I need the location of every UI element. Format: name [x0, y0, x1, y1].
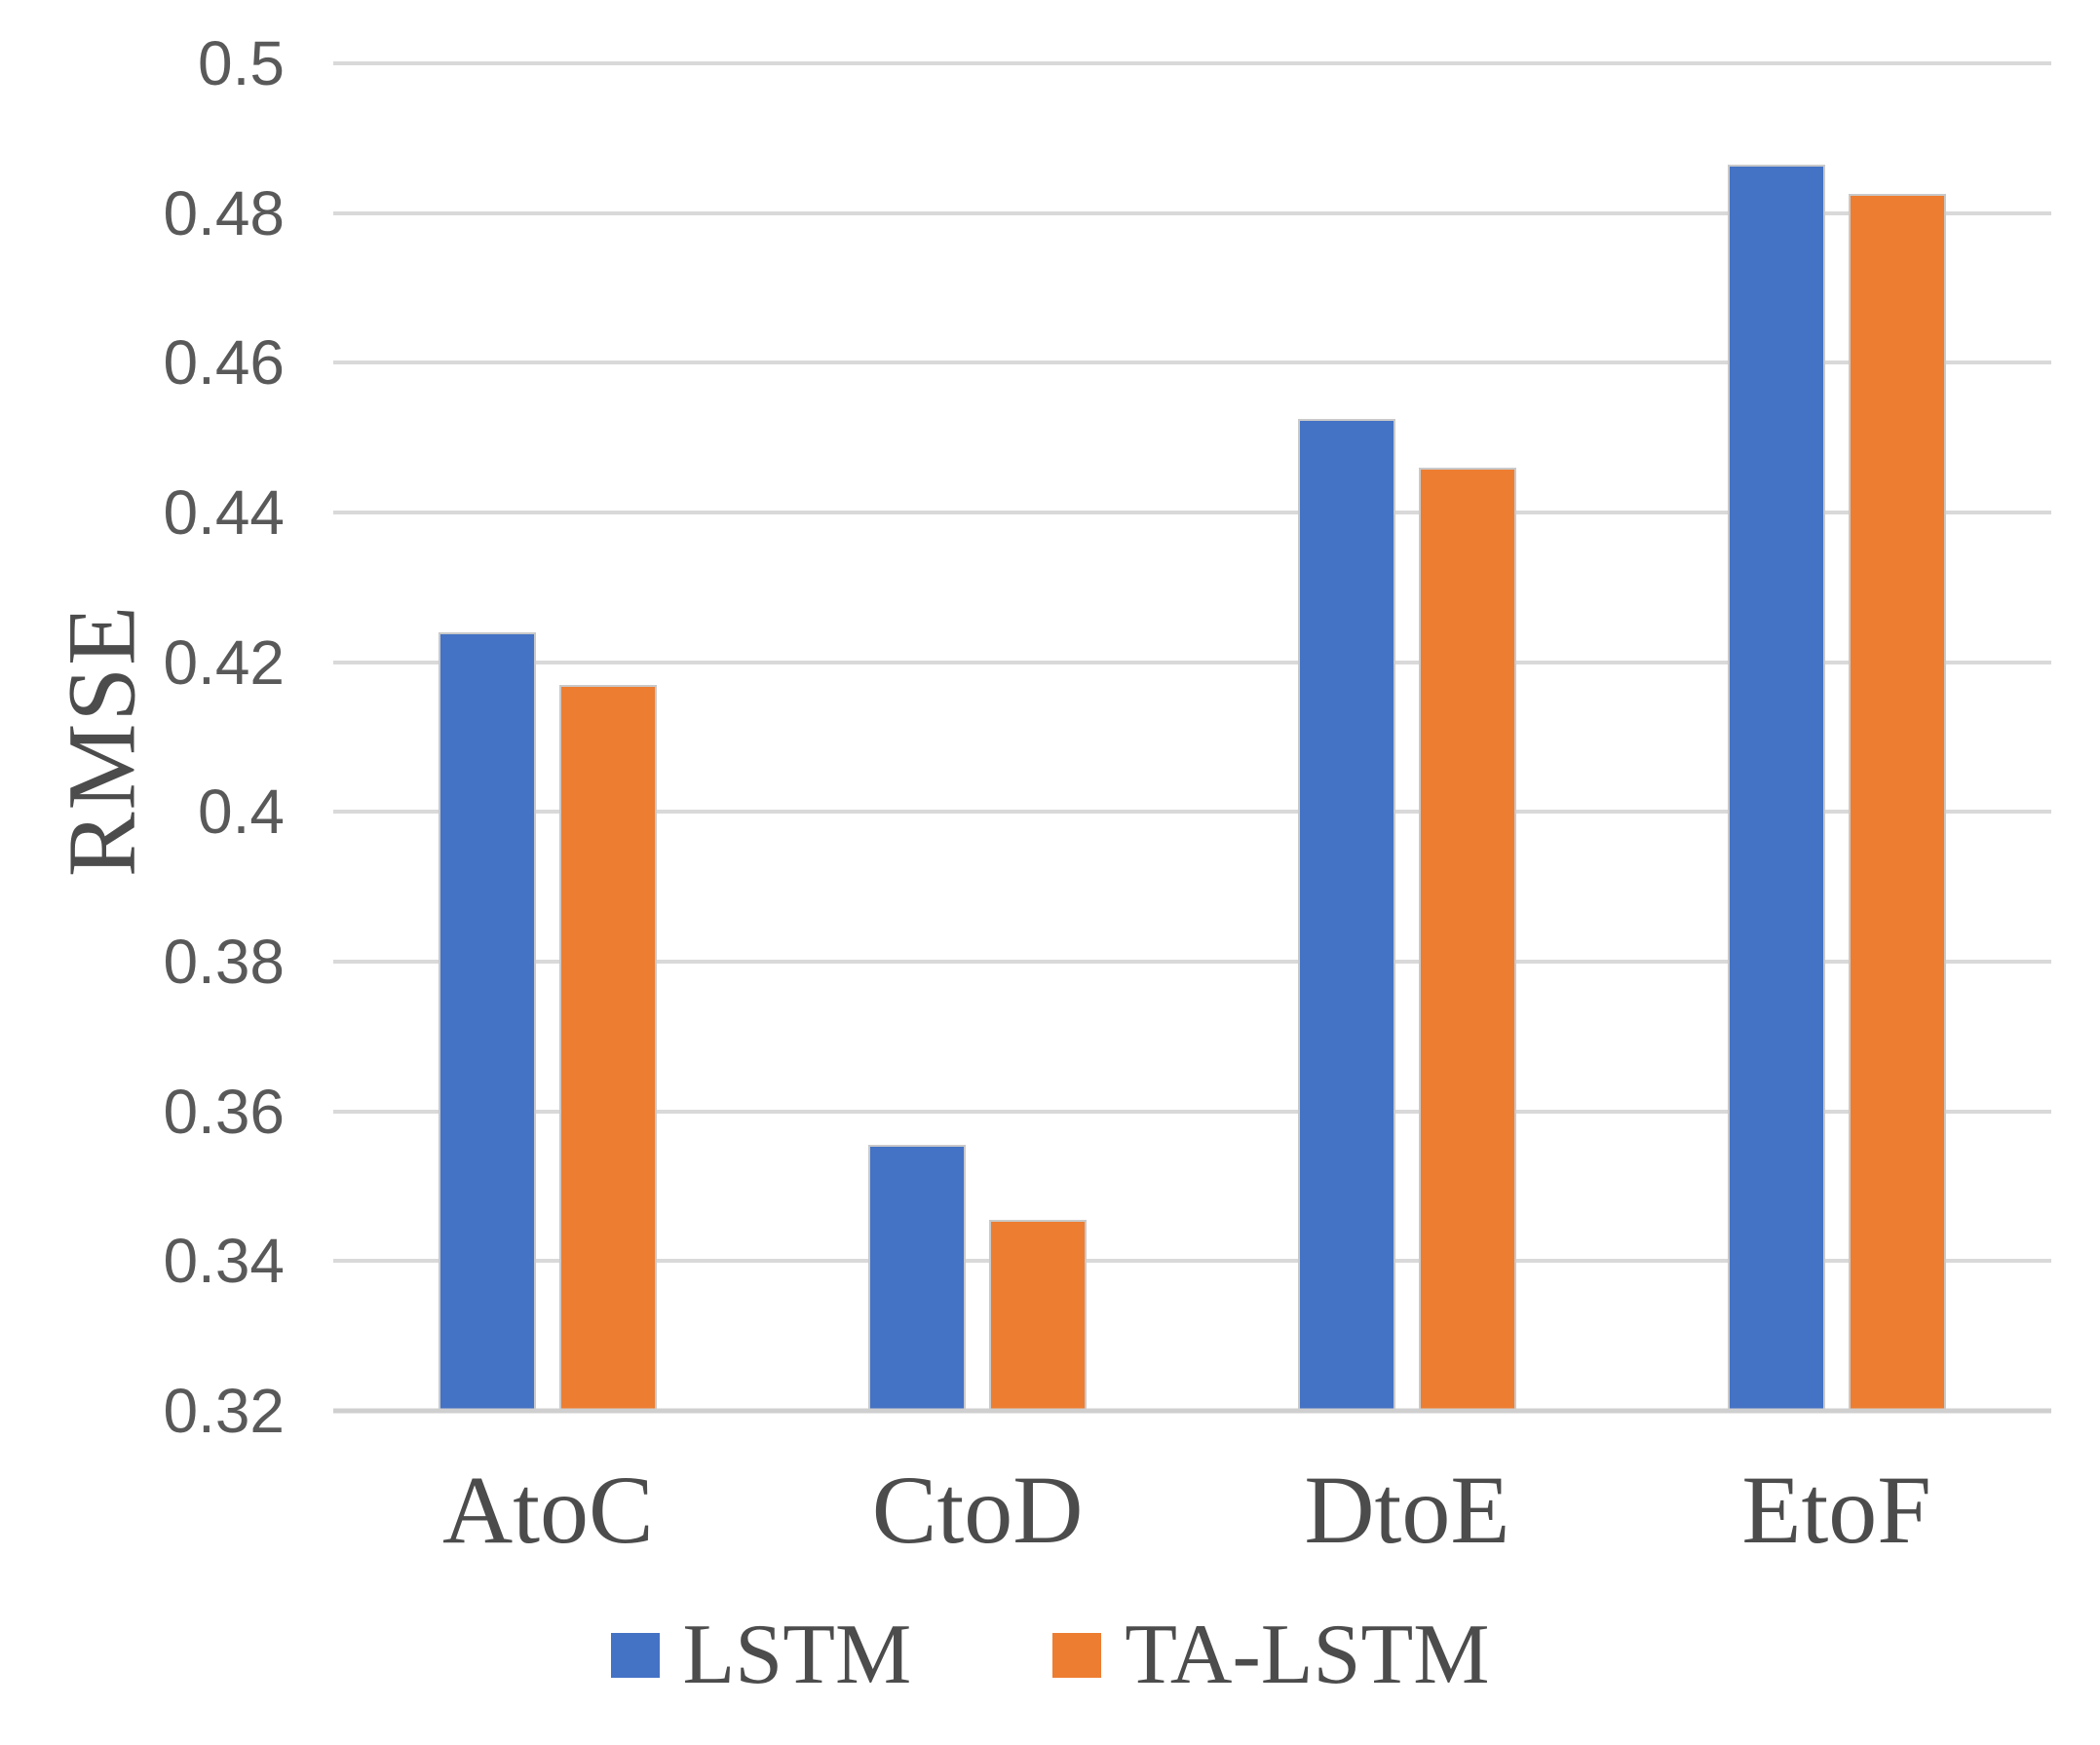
y-tick-label-0.42: 0.42: [163, 626, 285, 698]
gridline-0.38: [333, 960, 2051, 964]
legend: LSTM TA-LSTM: [0, 1612, 2100, 1698]
bar-ta-lstm-AtoC: [559, 684, 658, 1411]
axis-baseline: [333, 1408, 2051, 1414]
y-axis-tick-labels: 0.32 0.34 0.36 0.38 0.4 0.42 0.44 0.46 0.48 0.5: [0, 32, 285, 1442]
y-tick-label-0.36: 0.36: [163, 1076, 285, 1147]
gridline-0.34: [333, 1259, 2051, 1264]
legend-marker-lstm: [610, 1633, 660, 1678]
y-tick-label-0.4: 0.4: [198, 777, 285, 848]
legend-label-lstm: LSTM: [682, 1608, 912, 1702]
gridline-0.44: [333, 511, 2051, 514]
y-tick-label-0.48: 0.48: [163, 177, 285, 248]
bar-lstm-DtoE: [1297, 418, 1395, 1411]
bar-ta-lstm-DtoE: [1418, 467, 1516, 1411]
x-category-label-EtoF: EtoF: [1741, 1456, 1931, 1564]
gridline-0.5: [333, 61, 2051, 65]
legend-label-ta-lstm: TA-LSTM: [1125, 1608, 1490, 1702]
gridline-0.42: [333, 660, 2051, 664]
gridline-0.48: [333, 210, 2051, 215]
x-axis-category-labels: AtoC CtoD DtoE EtoF: [333, 1461, 2051, 1559]
plot-area: [333, 61, 2051, 1414]
y-tick-label-0.46: 0.46: [163, 327, 285, 398]
bar-group-AtoC: [333, 63, 763, 1411]
bar-lstm-CtoD: [868, 1145, 967, 1411]
bar-group-EtoF: [1622, 63, 2051, 1411]
bar-ta-lstm-CtoD: [989, 1220, 1088, 1411]
gridline-0.46: [333, 360, 2051, 365]
bar-lstm-AtoC: [439, 631, 537, 1411]
gridline-0.36: [333, 1109, 2051, 1114]
bar-lstm-EtoF: [1727, 164, 1825, 1411]
bar-groups: [333, 63, 2051, 1411]
bar-group-CtoD: [763, 63, 1193, 1411]
bar-ta-lstm-EtoF: [1848, 194, 1946, 1411]
x-category-label-AtoC: AtoC: [442, 1456, 654, 1564]
y-tick-label-0.38: 0.38: [163, 927, 285, 997]
y-tick-label-0.32: 0.32: [163, 1376, 285, 1446]
legend-item-ta-lstm: TA-LSTM: [1052, 1612, 1489, 1698]
y-tick-label-0.5: 0.5: [198, 28, 285, 98]
y-tick-label-0.44: 0.44: [163, 477, 285, 548]
legend-marker-ta-lstm: [1052, 1633, 1102, 1678]
x-category-label-CtoD: CtoD: [871, 1456, 1084, 1564]
bar-group-DtoE: [1193, 63, 1623, 1411]
y-tick-label-0.34: 0.34: [163, 1226, 285, 1297]
legend-item-lstm: LSTM: [610, 1608, 912, 1702]
x-category-label-DtoE: DtoE: [1304, 1456, 1510, 1564]
gridline-0.4: [333, 810, 2051, 815]
